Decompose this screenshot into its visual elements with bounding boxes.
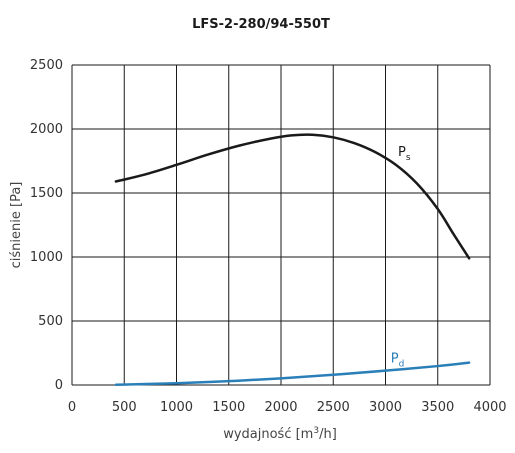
series-label-sub: s [406,153,411,163]
series-line-ps [114,133,471,260]
x-tick-label: 1500 [212,400,245,415]
series-label-ps: Ps [398,145,411,163]
series-label-main: P [391,352,399,367]
x-tick-label: 3500 [421,400,454,415]
y-tick-label: 1500 [30,186,63,201]
series-label-sub: d [399,360,405,370]
x-tick-label: 1000 [160,400,193,415]
x-axis-label: wydajność [m3/h] [223,426,337,442]
grid [71,64,491,386]
y-tick-label: 500 [38,314,63,329]
series-group [114,133,471,386]
x-tick-label: 0 [68,400,76,415]
y-axis-ticks: 0 500 1000 1500 2000 2500 [30,58,63,393]
series-label-pd: Pd [391,352,405,370]
x-tick-label: 3000 [369,400,402,415]
y-axis-label: ciśnienie [Pa] [9,182,24,269]
y-tick-label: 1000 [30,250,63,265]
y-tick-label: 2000 [30,122,63,137]
x-axis-label-tail: /h] [319,427,337,442]
x-tick-label: 2000 [264,400,297,415]
series-label-main: P [398,145,406,160]
series-line-pd [114,361,471,386]
y-tick-label: 2500 [30,58,63,73]
x-axis-label-sup: 3 [313,426,319,436]
y-tick-label: 0 [55,378,63,393]
chart-title: LFS-2-280/94-550T [192,17,330,32]
x-axis-ticks: 0 500 1000 1500 2000 2500 3000 3500 4000 [68,400,507,415]
x-axis-label-main: wydajność [m [223,427,313,442]
x-tick-label: 2500 [317,400,350,415]
x-tick-label: 4000 [473,400,506,415]
x-tick-label: 500 [112,400,137,415]
